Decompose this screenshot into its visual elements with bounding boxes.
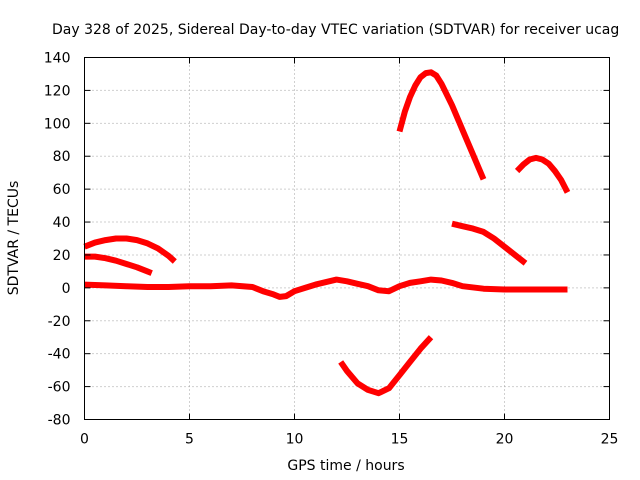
x-tick-label: 15 (391, 432, 409, 448)
axis-layer: 0 5 10 15 20 25 -80 -60 -40 -20 0 20 40 60 80 100 120 140 (44, 51, 619, 448)
x-tick-label: 5 (185, 432, 194, 448)
y-tick-label: 120 (44, 83, 71, 99)
x-tick-label: 20 (496, 432, 514, 448)
y-tick-label: 100 (44, 116, 71, 132)
y-tick-label: -60 (48, 380, 71, 396)
x-tick-label: 10 (286, 432, 304, 448)
series-line-5 (514, 154, 571, 194)
y-axis-label: SDTVAR / TECUs (6, 181, 22, 296)
series-line-4 (396, 69, 487, 181)
y-tick-label: 80 (53, 149, 71, 165)
y-tick-label: -20 (48, 314, 71, 330)
y-tick-label: 0 (62, 281, 71, 297)
grid-layer (84, 57, 610, 420)
y-tick-label: 40 (53, 215, 71, 231)
y-tick-label: -40 (48, 347, 71, 363)
series-line-3 (84, 276, 568, 300)
plot-frame (84, 57, 610, 420)
y-tick-label: 60 (53, 182, 71, 198)
series-line-6 (451, 220, 528, 266)
y-tick-label: 20 (53, 248, 71, 264)
y-tick-label: 140 (44, 51, 71, 67)
series-line-2 (84, 253, 153, 276)
series-line-1 (83, 235, 177, 264)
x-axis-label: GPS time / hours (287, 458, 404, 474)
x-tick-label: 25 (601, 432, 619, 448)
series-layer (83, 69, 571, 397)
chart-title: Day 328 of 2025, Sidereal Day-to-day VTE… (52, 22, 619, 38)
y-tick-label: -80 (48, 413, 71, 429)
x-tick-label: 0 (80, 432, 89, 448)
series-line-7 (338, 335, 434, 397)
